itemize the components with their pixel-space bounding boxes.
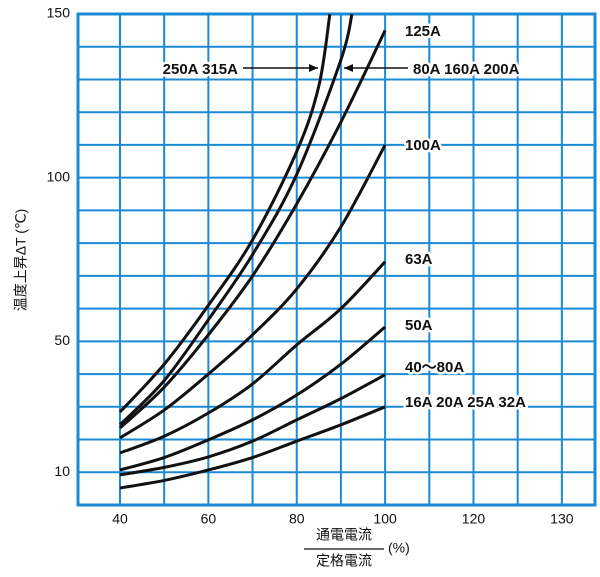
curve [118,29,387,430]
series-label: 63A [405,251,433,268]
arrow-head [344,64,353,72]
x-tick-label: 80 [289,511,305,527]
x-axis-label-numerator: 通電電流 [316,527,372,543]
x-tick-label: 120 [462,511,486,527]
curve [119,144,387,440]
curve [119,373,386,477]
x-axis-label-unit: (%) [388,540,410,556]
x-tick-label: 60 [201,511,217,527]
y-tick-label: 50 [54,332,70,348]
x-tick-label: 100 [373,511,397,527]
plot-border [76,12,597,507]
series-label: 250A 315A [163,61,238,78]
series-label: 50A [405,317,433,334]
y-tick-label: 150 [47,5,71,21]
series-label: 80A 160A 200A [413,61,520,78]
series-label: 100A [405,137,441,154]
curve [118,13,332,414]
curve [118,13,354,426]
y-tick-label: 10 [54,463,70,479]
x-tick-label: 40 [112,511,128,527]
y-tick-label: 100 [47,168,71,184]
y-axis-label: 温度上昇ΔT (℃) [13,209,29,312]
curve [119,325,387,472]
curve [119,405,386,490]
series-label: 125A [405,23,441,40]
arrow-head [309,64,318,72]
x-tick-label: 130 [550,511,574,527]
series-label: 40～80A [405,359,464,376]
series-label: 16A 20A 25A 32A [405,394,526,411]
x-axis-label-denominator: 定格電流 [316,553,372,569]
curve [119,260,387,455]
